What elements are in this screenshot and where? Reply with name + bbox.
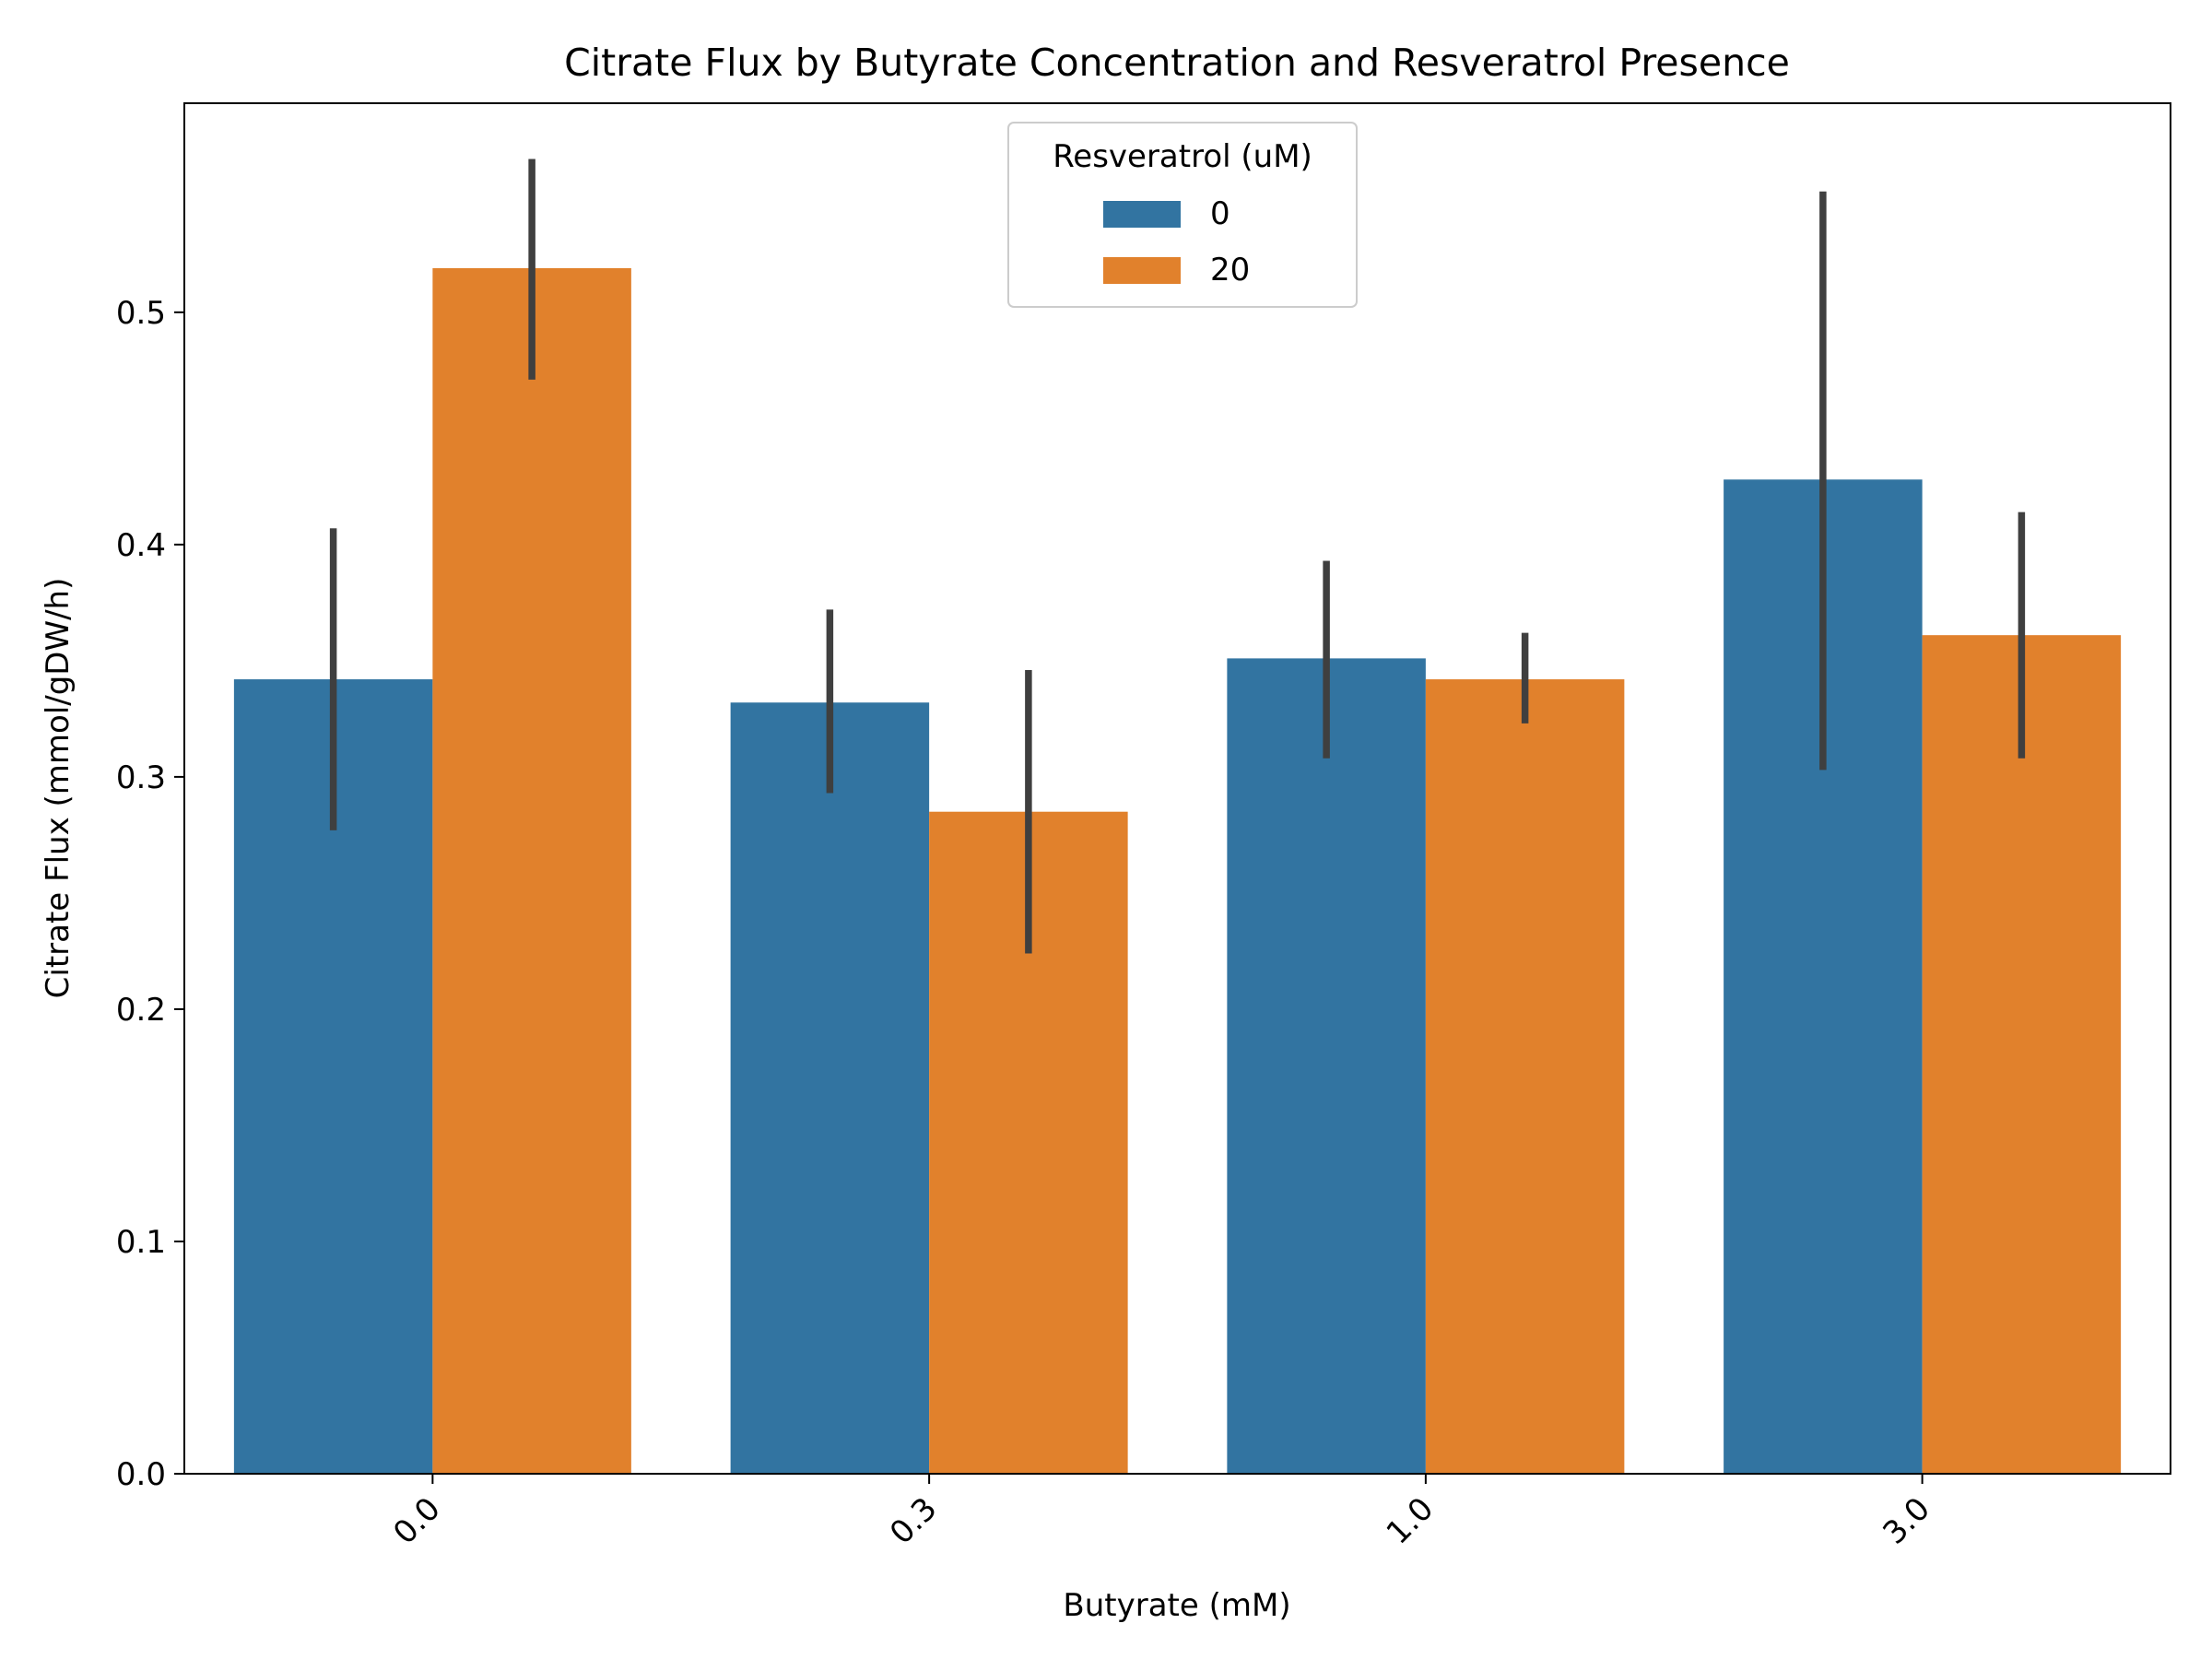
bar-series-0-0.3 [730,702,930,1474]
y-tick-label: 0.5 [116,295,166,332]
x-tick-label: 0.0 [386,1490,448,1552]
y-tick-label: 0.3 [116,759,166,796]
legend-swatch-0 [1103,201,1181,228]
x-axis: 0.0 0.3 1.0 3.0 [386,1474,1937,1552]
legend-title: Resveratrol (uM) [1053,138,1312,175]
bar-series-20-3.0 [1922,635,2122,1474]
error-bars-layer [329,159,2026,954]
y-tick-label: 0.2 [116,992,166,1029]
plot-frame [183,102,2171,1475]
x-tick-label: 0.3 [883,1490,945,1552]
legend: Resveratrol (uM) 0 20 [1007,122,1358,308]
bar-series-20-0.0 [432,267,631,1474]
legend-label-1: 20 [1210,252,1250,288]
y-tick-label: 0.1 [116,1224,166,1261]
bar-series-0-1.0 [1227,658,1426,1474]
y-tick-label: 0.4 [116,527,166,564]
x-tick-label: 3.0 [1876,1490,1937,1552]
x-axis-label: Butyrate (mM) [1063,1587,1290,1624]
y-axis: 0.0 0.1 0.2 0.3 0.4 0.5 [116,295,184,1493]
bar-series-20-1.0 [1425,679,1625,1474]
legend-box [1007,122,1358,308]
x-tick-label: 1.0 [1380,1490,1441,1552]
y-axis-label: Citrate Flux (mmol/gDW/h) [40,578,76,999]
legend-swatch-1 [1103,257,1181,284]
bars-layer [233,267,2122,1474]
y-tick-label: 0.0 [116,1456,166,1493]
legend-label-0: 0 [1210,195,1230,232]
chart-title: Citrate Flux by Butyrate Concentration a… [564,41,1790,85]
